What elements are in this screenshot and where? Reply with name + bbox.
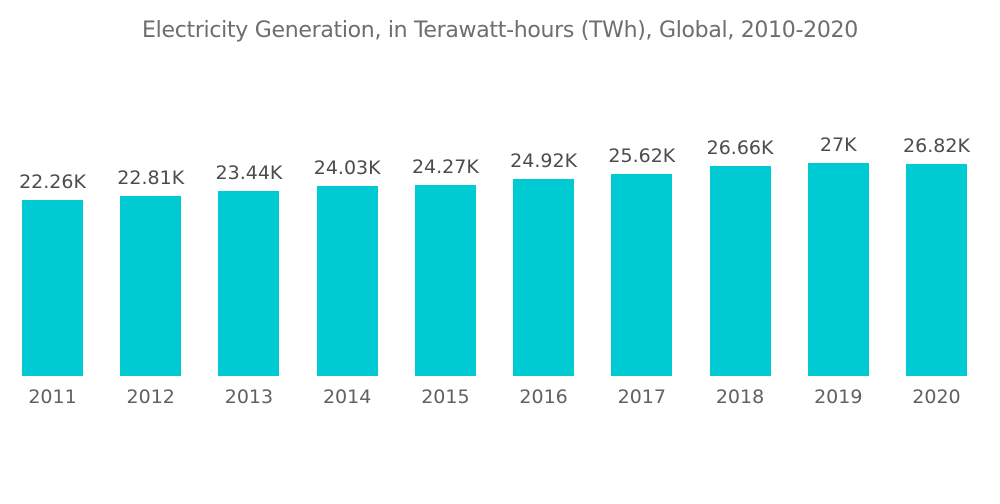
bar-column-2012: 22.81K 2012 (117, 166, 185, 410)
bar-2016[interactable] (513, 179, 575, 376)
bar-chart-plot-area: 22.26K 2011 22.81K 2012 23.44K 2013 24.03K 2014… (19, 0, 970, 410)
bar-column-2017: 25.62K 2017 (608, 144, 676, 410)
bar-value-label: 24.27K (411, 156, 479, 178)
bar-value-label: 22.26K (19, 171, 86, 193)
x-axis-tick-label: 2015 (421, 386, 470, 408)
x-axis-tick-label: 2012 (126, 386, 175, 408)
bar-2017[interactable] (611, 174, 673, 376)
bar-value-label: 26.66K (706, 137, 774, 159)
bar-2015[interactable] (414, 185, 476, 376)
bar-2014[interactable] (316, 186, 378, 376)
bar-column-2011: 22.26K 2011 (19, 170, 86, 410)
bar-value-label: 24.03K (313, 157, 381, 179)
bar-column-2013: 23.44K 2013 (216, 161, 283, 410)
x-axis-tick-label: 2016 (519, 386, 568, 408)
bar-value-label: 24.92K (510, 150, 578, 172)
bar-2019[interactable] (807, 163, 869, 376)
bar-value-label: 27K (819, 134, 857, 156)
bar-2018[interactable] (709, 166, 771, 376)
bar-column-2020: 26.82K 2020 (903, 134, 970, 410)
x-axis-tick-label: 2020 (912, 386, 961, 408)
bar-value-label: 25.62K (608, 145, 676, 167)
x-axis-tick-label: 2013 (224, 386, 274, 408)
bar-value-label: 22.81K (117, 167, 185, 189)
x-axis-tick-label: 2014 (322, 386, 372, 408)
bar-column-2016: 24.92K 2016 (510, 149, 578, 410)
x-axis-tick-label: 2011 (28, 386, 77, 408)
bar-column-2018: 26.66K 2018 (706, 136, 774, 410)
x-axis-tick-label: 2017 (617, 386, 666, 408)
bar-2012[interactable] (120, 196, 182, 376)
bar-value-label: 23.44K (215, 162, 283, 184)
bar-column-2015: 24.27K 2015 (411, 155, 479, 410)
bar-column-2014: 24.03K 2014 (313, 156, 381, 410)
x-axis-tick-label: 2018 (715, 386, 765, 408)
bar-value-label: 26.82K (903, 135, 970, 157)
bar-2020[interactable] (905, 164, 967, 376)
chart-title: Electricity Generation, in Terawatt-hour… (142, 18, 858, 43)
bar-column-2019: 27K 2019 (807, 133, 869, 410)
bar-2011[interactable] (22, 200, 83, 376)
x-axis-tick-label: 2019 (814, 386, 863, 408)
bar-2013[interactable] (218, 191, 280, 376)
